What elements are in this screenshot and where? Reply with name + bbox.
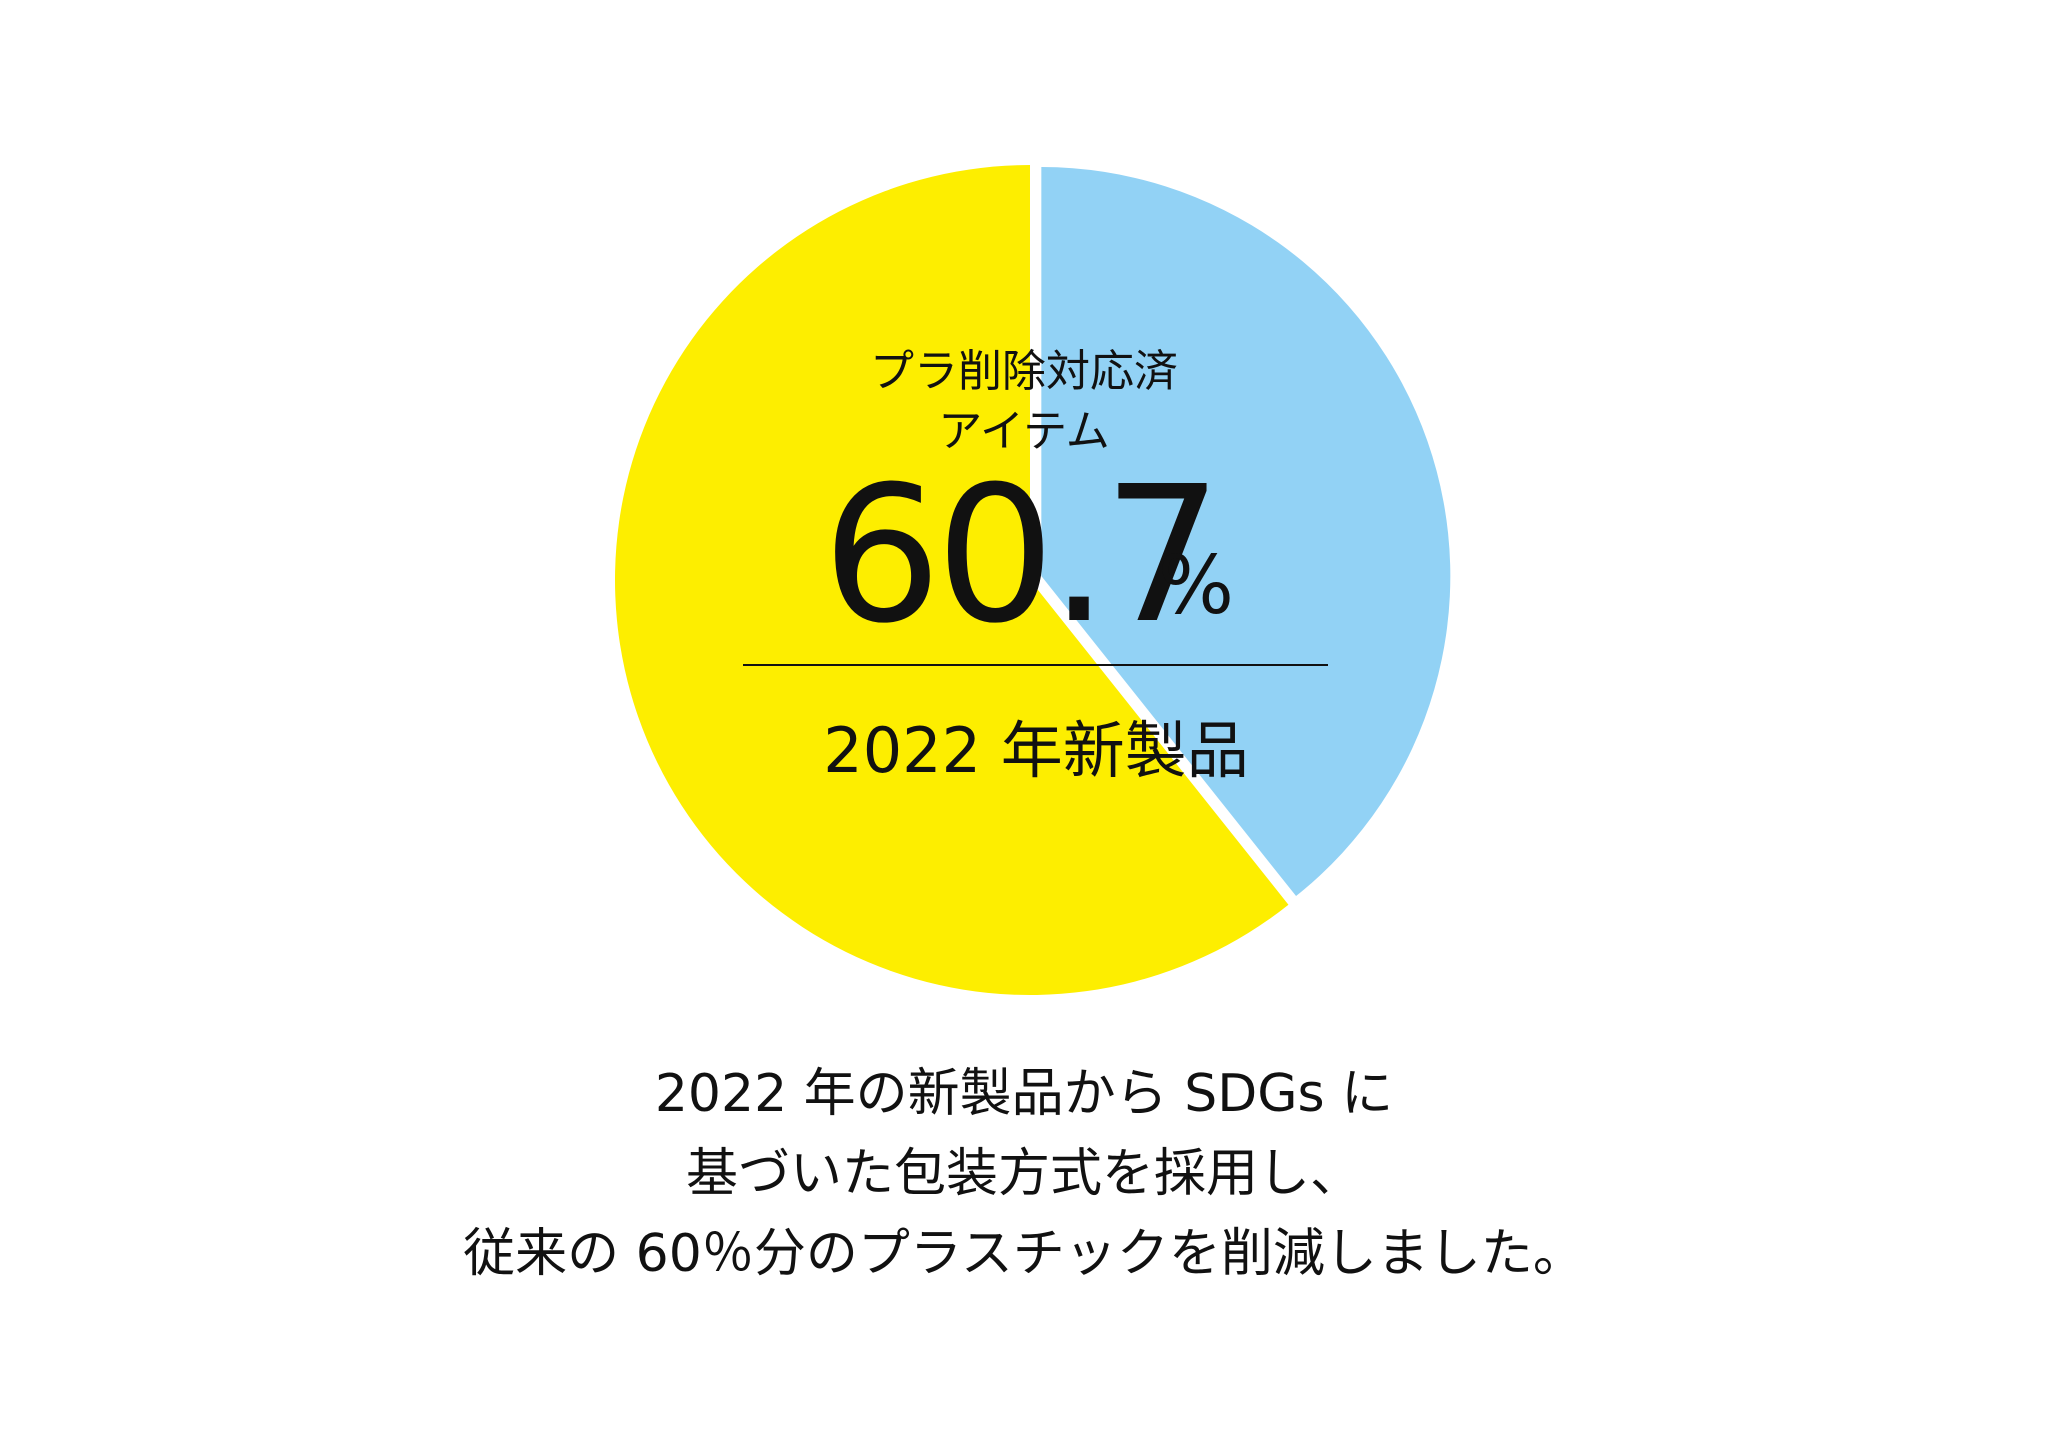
center-percentage-unit: % xyxy=(1158,539,1235,632)
caption-line-3: 従来の 60％分のプラスチックを削減しました。 xyxy=(463,1224,1585,1284)
pie-slice-0 xyxy=(615,165,1289,995)
caption-line-1: 2022 年の新製品から SDGs に xyxy=(654,1064,1394,1124)
center-label-line-2: アイテム xyxy=(938,406,1110,457)
center-percentage-value: 60.7 xyxy=(822,446,1223,665)
caption-line-2: 基づいた包装方式を採用し、 xyxy=(685,1144,1362,1204)
pie-slice-1 xyxy=(1041,167,1451,897)
center-sublabel: 2022 年新製品 xyxy=(823,714,1249,787)
center-divider xyxy=(743,664,1328,666)
center-label-line-1: プラ削除対応済 xyxy=(870,346,1178,397)
